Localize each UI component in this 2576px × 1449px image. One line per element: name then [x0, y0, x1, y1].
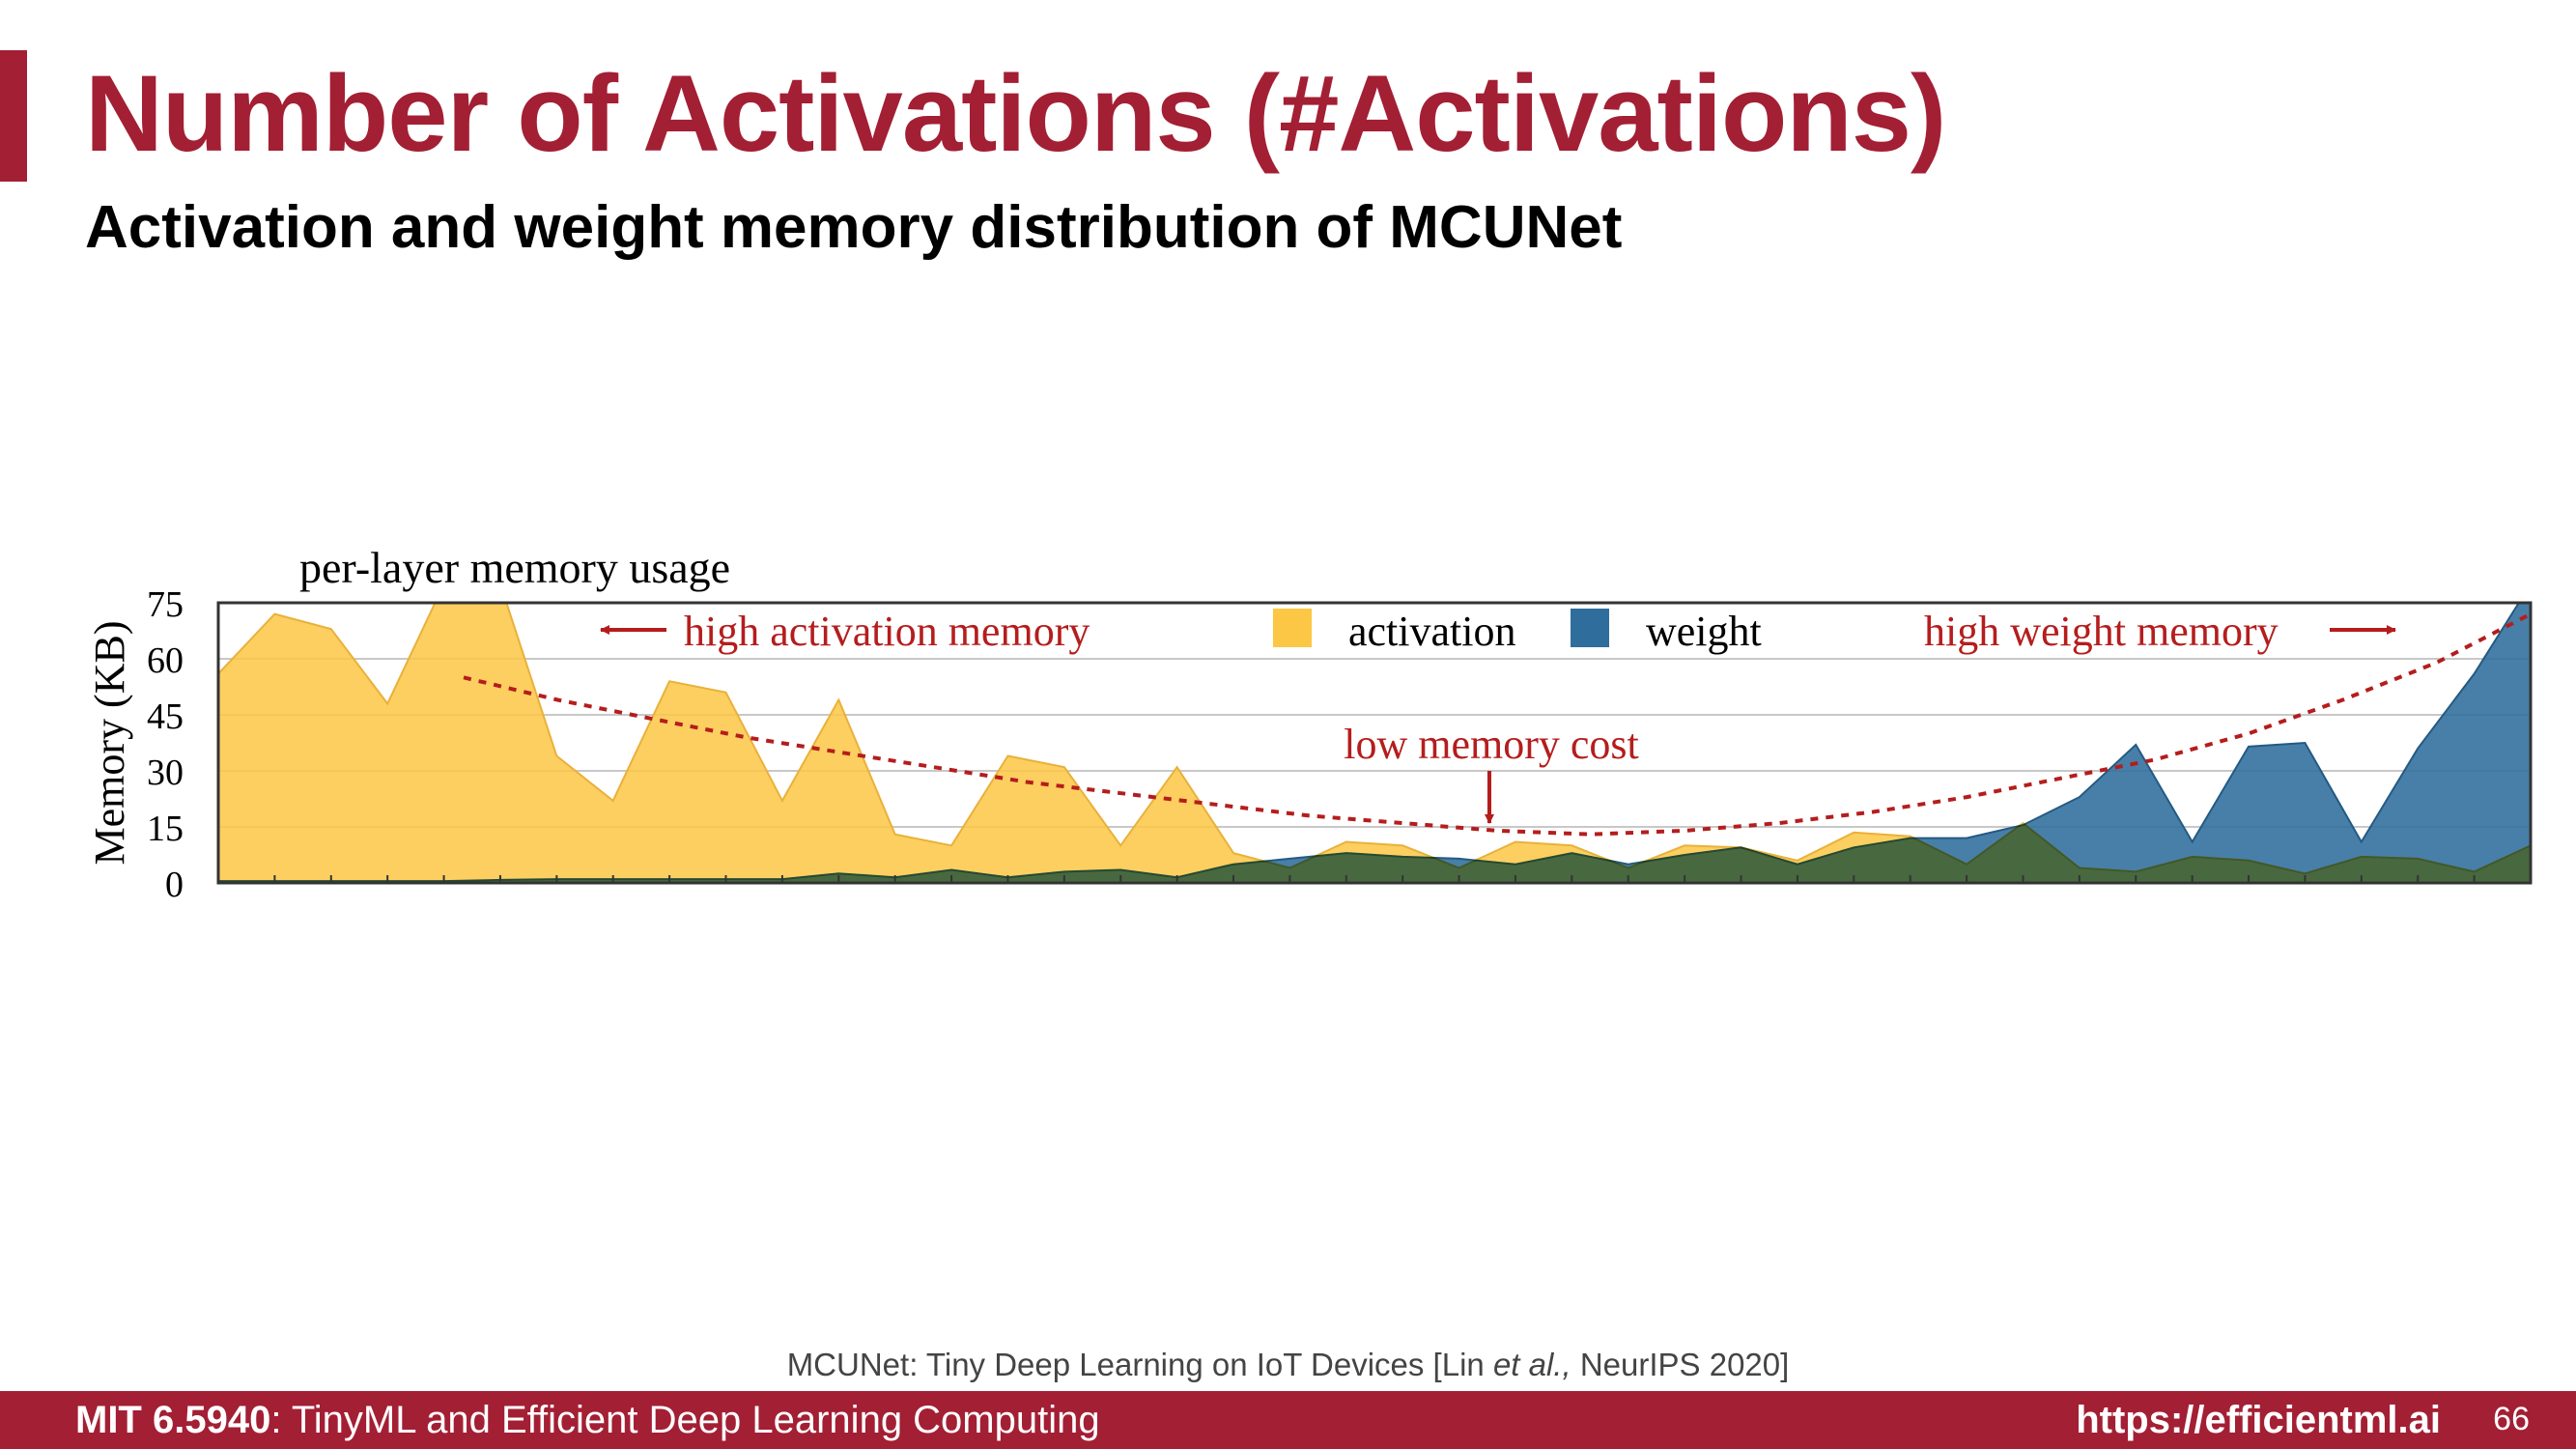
- footer: MIT 6.5940: TinyML and Efficient Deep Le…: [0, 1391, 2576, 1449]
- y-tick-label: 45: [147, 696, 184, 737]
- y-tick-label: 0: [165, 865, 184, 905]
- chart-title: per-layer memory usage: [299, 543, 730, 592]
- slide-subtitle: Activation and weight memory distributio…: [85, 194, 1623, 261]
- slide-title: Number of Activations (#Activations): [85, 53, 1946, 174]
- citation-authors: et al.,: [1492, 1347, 1571, 1382]
- footer-url[interactable]: https://efficientml.ai: [2076, 1399, 2441, 1441]
- legend-weight-label: weight: [1646, 608, 1762, 655]
- citation: MCUNet: Tiny Deep Learning on IoT Device…: [0, 1347, 2576, 1383]
- legend-activation-label: activation: [1348, 608, 1516, 655]
- x-ticks: [217, 875, 2532, 883]
- footer-course-code: MIT 6.5940: [75, 1399, 271, 1441]
- weight-area: [218, 603, 2531, 883]
- footer-course-name: : TinyML and Efficient Deep Learning Com…: [270, 1399, 1100, 1441]
- y-tick-label: 15: [147, 809, 184, 849]
- y-tick-label: 30: [147, 753, 184, 793]
- citation-text: MCUNet: Tiny Deep Learning on IoT Device…: [786, 1347, 1493, 1382]
- y-tick-label: 60: [147, 640, 184, 681]
- footer-course: MIT 6.5940: TinyML and Efficient Deep Le…: [75, 1399, 1100, 1442]
- high-weight-annotation: high weight memory: [1924, 608, 2279, 655]
- y-tick-labels: 75 60 45 30 15 0: [147, 584, 184, 905]
- page-number: 66: [2493, 1401, 2530, 1437]
- y-axis-label: Memory (KB): [86, 621, 133, 866]
- title-accent-bar: [0, 50, 27, 182]
- legend-weight-swatch: [1571, 609, 1609, 647]
- citation-venue: NeurIPS 2020]: [1571, 1347, 1790, 1382]
- y-tick-label: 75: [147, 584, 184, 625]
- plot-frame: [216, 601, 2533, 885]
- legend-activation-swatch: [1273, 609, 1312, 647]
- low-cost-annotation: low memory cost: [1344, 721, 1639, 768]
- high-activation-annotation: high activation memory: [684, 608, 1090, 655]
